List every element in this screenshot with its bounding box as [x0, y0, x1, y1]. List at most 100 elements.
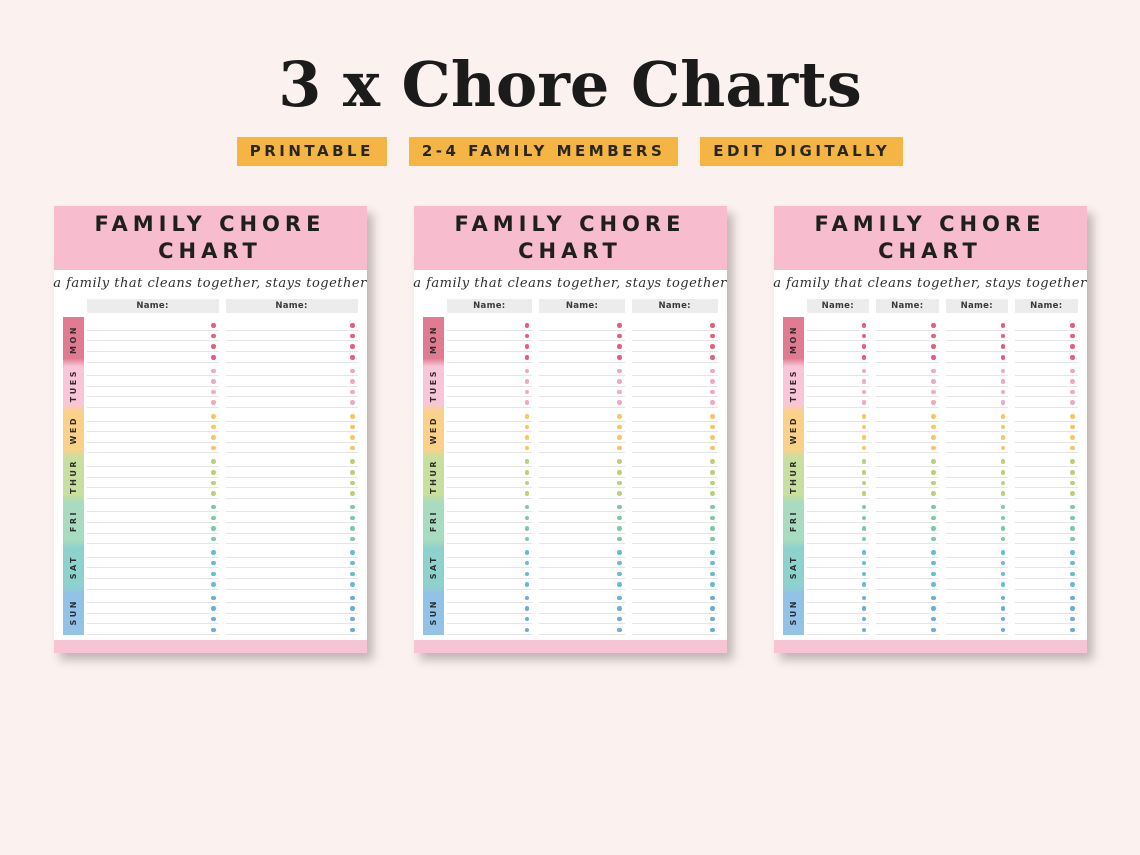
- status-dot: [861, 536, 866, 542]
- status-dot: [931, 379, 936, 384]
- chore-row: [86, 512, 219, 523]
- day-label-sun: SUN: [783, 590, 804, 635]
- day-group-mon: [806, 317, 869, 363]
- chore-row: [86, 331, 219, 342]
- name-field: Name:: [945, 299, 1008, 314]
- chore-row: [876, 579, 939, 590]
- day-label-thur: THUR: [63, 453, 84, 498]
- name-field: Name:: [806, 299, 869, 314]
- rows-area: [86, 317, 358, 636]
- day-label-text: FRI: [788, 510, 798, 533]
- name-field: Name:: [631, 299, 718, 314]
- chore-row: [539, 341, 625, 352]
- chore-row: [631, 534, 718, 545]
- day-group-wed: [86, 408, 219, 454]
- status-dot: [861, 504, 866, 510]
- status-dot: [350, 323, 355, 328]
- status-dot: [710, 400, 715, 405]
- chore-row: [1015, 523, 1078, 534]
- day-group-sun: [631, 590, 718, 636]
- status-dot: [861, 414, 866, 419]
- chore-row: [945, 624, 1008, 636]
- status-dot: [211, 389, 216, 395]
- status-dot: [1070, 491, 1075, 496]
- chore-row: [806, 376, 869, 387]
- status-dot: [617, 459, 622, 464]
- status-dot: [211, 400, 216, 405]
- chore-row: [631, 523, 718, 534]
- status-dot: [861, 470, 866, 475]
- chore-row: [446, 568, 533, 580]
- day-label-text: SUN: [428, 599, 438, 626]
- status-dot: [350, 368, 355, 374]
- day-group-sun: [225, 590, 358, 636]
- status-dot: [211, 333, 216, 339]
- chore-row: [945, 331, 1008, 342]
- day-group-sat: [446, 544, 533, 590]
- chore-row: [225, 534, 358, 545]
- day-group-mon: [1015, 317, 1078, 363]
- chore-row: [1015, 614, 1078, 625]
- day-group-sun: [945, 590, 1008, 636]
- status-dot: [1000, 424, 1005, 430]
- status-dot: [931, 344, 936, 349]
- chore-row: [539, 534, 625, 545]
- day-group-fri: [1015, 499, 1078, 545]
- status-dot: [524, 459, 530, 464]
- status-dot: [931, 445, 936, 451]
- status-dot: [211, 627, 216, 633]
- chore-row: [806, 443, 869, 454]
- chore-row: [876, 614, 939, 625]
- status-dot: [617, 379, 622, 384]
- day-group-fri: [945, 499, 1008, 545]
- day-group-thur: [806, 453, 869, 499]
- chore-row: [225, 502, 358, 513]
- status-dot: [350, 424, 355, 430]
- day-group-wed: [225, 408, 358, 454]
- status-dot: [211, 536, 216, 542]
- chore-row: [945, 443, 1008, 454]
- chore-row: [1015, 376, 1078, 387]
- chore-row: [945, 603, 1008, 614]
- chart-table: MON TUES WED THUR FRI SAT SUN Name: Name: Name: Na…: [774, 297, 1087, 636]
- status-dot: [931, 333, 936, 339]
- day-group-mon: [539, 317, 625, 363]
- chore-row: [225, 593, 358, 604]
- day-label-text: THUR: [788, 458, 798, 494]
- chore-row: [86, 502, 219, 513]
- status-dot: [617, 571, 622, 577]
- day-group-thur: [631, 453, 718, 499]
- status-dot: [1000, 560, 1005, 566]
- day-group-wed: [1015, 408, 1078, 454]
- chore-row: [876, 478, 939, 489]
- chore-row: [539, 397, 625, 408]
- status-dot: [1000, 480, 1005, 486]
- chore-row: [945, 376, 1008, 387]
- day-label-wed: WED: [423, 408, 444, 453]
- status-dot: [931, 595, 936, 601]
- status-dot: [861, 606, 866, 611]
- chore-row: [446, 502, 533, 513]
- day-group-tues: [446, 363, 533, 408]
- chore-row: [945, 456, 1008, 467]
- status-dot: [861, 582, 866, 587]
- status-dot: [861, 627, 866, 633]
- chore-row: [539, 624, 625, 636]
- chore-row: [876, 512, 939, 523]
- page-title: 3 x Chore Charts: [278, 48, 862, 121]
- chore-row: [86, 624, 219, 636]
- chore-row: [945, 422, 1008, 433]
- chore-row: [945, 579, 1008, 590]
- status-dot: [211, 504, 216, 510]
- chore-row: [876, 568, 939, 580]
- status-dot: [1070, 355, 1075, 360]
- charts-row: FAMILY CHORE CHART a family that cleans t…: [0, 206, 1140, 654]
- chore-row: [446, 352, 533, 363]
- status-dot: [617, 355, 622, 360]
- status-dot: [350, 435, 355, 440]
- chore-row: [539, 456, 625, 467]
- chore-row: [86, 558, 219, 569]
- chore-row: [225, 341, 358, 352]
- chore-row: [225, 512, 358, 523]
- chore-row: [945, 558, 1008, 569]
